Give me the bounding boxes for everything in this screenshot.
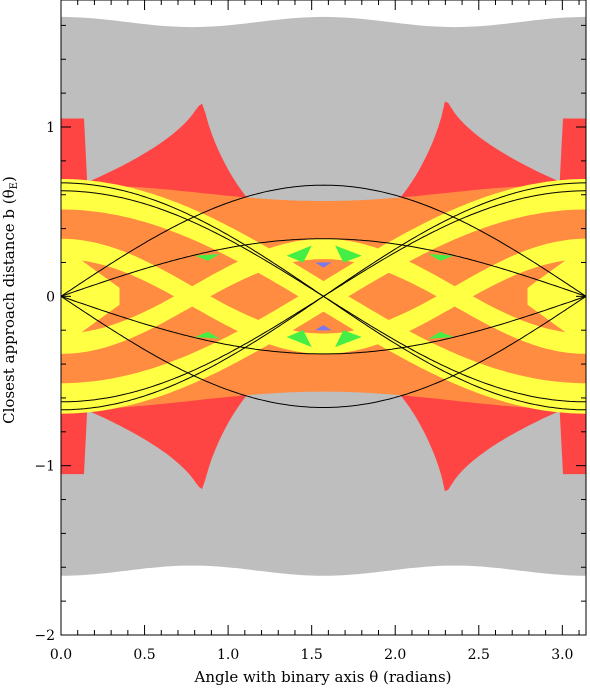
y-tick-label: 0 [46, 289, 55, 305]
region-four-images-5 [194, 254, 220, 261]
region-five-images-bottom [315, 325, 332, 331]
region-four-images-3 [286, 330, 312, 348]
x-tick-label: 1.0 [217, 647, 239, 663]
caustic-inner-a [61, 238, 586, 297]
region-three-images-band-c [61, 238, 586, 354]
x-axis-label: Angle with binary axis θ (radians) [193, 668, 451, 686]
caustic-inner-b [61, 295, 586, 355]
region-three-images-left [61, 245, 120, 348]
caustic-envelope-top [61, 184, 586, 297]
caustic-curves [61, 182, 586, 411]
axes: 0.0 0.5 1.0 1.5 2.0 2.5 3.0 −2 −1 0 1 [34, 0, 586, 663]
y-axis-label: Closest approach distance b (θE) [0, 176, 20, 424]
x-tick-label: 0.0 [50, 647, 72, 663]
x-tick-label: 1.5 [301, 647, 323, 663]
region-four-images-6 [428, 254, 454, 261]
x-tick-label: 0.5 [133, 647, 155, 663]
region-five-images-top [315, 262, 332, 268]
y-tick-label: −1 [34, 459, 55, 475]
x-tick-label: 2.5 [468, 647, 490, 663]
region-four-images-2 [335, 245, 362, 263]
region-four-images-4 [335, 330, 362, 348]
caustic-envelope-bottom [61, 295, 586, 408]
y-tick-label: 1 [46, 120, 55, 136]
x-tick-label: 2.0 [384, 647, 406, 663]
x-tick-label: 3.0 [551, 647, 573, 663]
caustic-outer-b2 [61, 190, 586, 403]
y-tick-label: −2 [34, 628, 55, 644]
region-four-images-7 [194, 331, 220, 339]
region-four-images-1 [286, 245, 312, 263]
region-three-images-band-d [61, 238, 586, 354]
plot-frame [60, 0, 587, 636]
region-three-images-right [527, 245, 586, 348]
region-four-images-8 [428, 331, 454, 339]
